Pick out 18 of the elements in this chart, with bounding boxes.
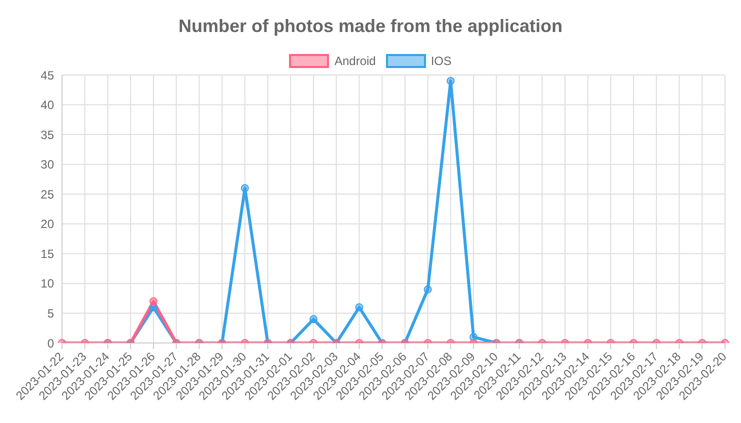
point xyxy=(149,297,158,306)
legend-label: Android xyxy=(334,54,376,68)
legend-label: IOS xyxy=(430,54,452,68)
y-tick-label: 0 xyxy=(47,336,54,350)
y-tick-label: 10 xyxy=(40,276,54,291)
y-tick-label: 45 xyxy=(40,68,54,82)
y-tick-label: 30 xyxy=(40,158,54,172)
y-tick-label: 20 xyxy=(40,217,54,232)
y-tick-label: 5 xyxy=(47,306,54,320)
y-tick-label: 25 xyxy=(40,187,54,202)
chart-title: Number of photos made from the application xyxy=(177,15,564,38)
point xyxy=(240,184,249,192)
y-tick-label: 40 xyxy=(40,98,54,112)
point xyxy=(309,315,318,324)
point xyxy=(355,303,364,312)
y-tick-label: 15 xyxy=(40,246,54,261)
point xyxy=(424,285,432,294)
y-tick-label: 35 xyxy=(40,128,54,142)
